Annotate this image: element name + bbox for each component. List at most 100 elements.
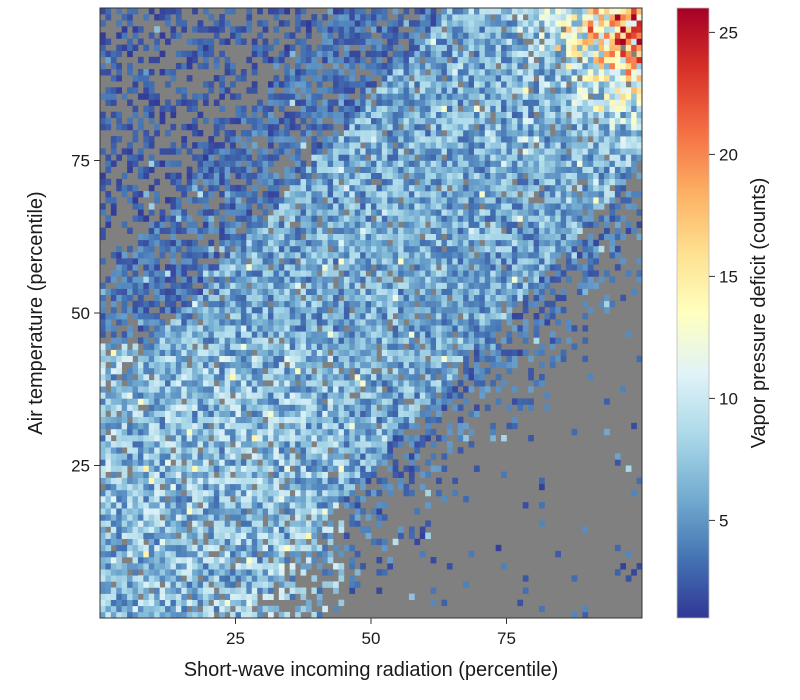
- heatmap-cell: [305, 56, 312, 64]
- heatmap-cell: [165, 306, 171, 314]
- heatmap-cell: [327, 557, 334, 564]
- heatmap-cell: [143, 441, 150, 448]
- heatmap-cell: [251, 123, 258, 131]
- heatmap-cell: [110, 306, 117, 314]
- heatmap-cell: [224, 441, 231, 448]
- heatmap-cell: [273, 386, 280, 393]
- heatmap-cell: [284, 557, 290, 564]
- heatmap-cell: [311, 93, 318, 100]
- heatmap-cell: [110, 416, 117, 424]
- heatmap-cell: [257, 349, 263, 356]
- heatmap-cell: [235, 611, 242, 619]
- heatmap-cell: [192, 252, 198, 259]
- heatmap-cell: [354, 26, 361, 33]
- heatmap-cell: [159, 544, 166, 552]
- heatmap-cell: [452, 209, 459, 216]
- heatmap-cell: [300, 81, 307, 88]
- heatmap-cell: [273, 459, 280, 466]
- heatmap-cell: [230, 416, 236, 424]
- heatmap-cell: [381, 337, 388, 344]
- heatmap-cell: [381, 270, 388, 277]
- heatmap-cell: [316, 191, 323, 198]
- heatmap-cell: [230, 62, 236, 70]
- heatmap-cell: [398, 105, 404, 112]
- heatmap-cell: [457, 38, 464, 45]
- heatmap-cell: [365, 313, 372, 320]
- heatmap-cell: [159, 447, 166, 454]
- heatmap-cell: [387, 386, 393, 393]
- heatmap-cell: [430, 313, 437, 320]
- heatmap-cell: [273, 258, 280, 265]
- heatmap-cell: [110, 361, 117, 369]
- heatmap-cell: [305, 245, 312, 253]
- heatmap-cell: [311, 611, 318, 619]
- heatmap-cell: [408, 154, 415, 161]
- heatmap-cell: [436, 343, 442, 350]
- heatmap-cell: [408, 44, 415, 51]
- heatmap-cell: [116, 483, 122, 491]
- heatmap-cell: [192, 117, 198, 125]
- heatmap-cell: [246, 386, 253, 393]
- heatmap-cell: [181, 331, 188, 338]
- heatmap-cell: [262, 197, 269, 204]
- heatmap-cell: [224, 319, 231, 326]
- heatmap-cell: [381, 288, 388, 295]
- heatmap-cell: [338, 203, 345, 210]
- heatmap-cell: [446, 32, 453, 39]
- heatmap-cell: [430, 26, 437, 33]
- heatmap-cell: [403, 367, 410, 375]
- heatmap-cell: [381, 166, 388, 173]
- heatmap-cell: [240, 172, 247, 180]
- heatmap-cell: [419, 270, 426, 277]
- heatmap-cell: [398, 355, 404, 363]
- heatmap-cell: [251, 319, 258, 326]
- heatmap-cell: [446, 288, 453, 295]
- heatmap-cell: [430, 349, 437, 356]
- heatmap-cell: [278, 398, 285, 405]
- heatmap-cell: [213, 514, 220, 521]
- heatmap-cell: [121, 123, 128, 131]
- heatmap-cell: [371, 14, 377, 21]
- heatmap-cell: [148, 233, 155, 241]
- heatmap-cell: [219, 374, 225, 381]
- heatmap-cell: [425, 245, 431, 253]
- heatmap-cell: [365, 465, 372, 472]
- heatmap-cell: [121, 416, 128, 424]
- heatmap-cell: [360, 99, 366, 106]
- heatmap-cell: [137, 300, 144, 308]
- heatmap-cell: [186, 252, 193, 259]
- heatmap-cell: [175, 203, 182, 210]
- heatmap-cell: [224, 56, 231, 64]
- heatmap-cell: [289, 93, 296, 100]
- heatmap-cell: [349, 105, 356, 112]
- heatmap-cell: [316, 26, 323, 33]
- heatmap-cell: [235, 111, 242, 119]
- heatmap-cell: [316, 380, 323, 387]
- heatmap-cell: [327, 331, 334, 338]
- heatmap-cell: [376, 69, 383, 76]
- heatmap-cell: [219, 227, 225, 234]
- heatmap-cell: [116, 459, 122, 466]
- heatmap-cell: [436, 93, 442, 100]
- heatmap-cell: [240, 569, 247, 576]
- heatmap-cell: [436, 410, 442, 417]
- heatmap-cell: [268, 191, 274, 198]
- heatmap-cell: [110, 374, 117, 381]
- heatmap-cell: [441, 197, 448, 204]
- heatmap-cell: [181, 99, 188, 106]
- heatmap-cell: [305, 62, 312, 70]
- heatmap-cell: [452, 282, 459, 289]
- heatmap-cell: [419, 435, 426, 442]
- heatmap-cell: [202, 221, 209, 228]
- heatmap-cell: [240, 343, 247, 350]
- heatmap-cell: [408, 593, 415, 600]
- heatmap-cell: [257, 508, 263, 515]
- heatmap-cell: [213, 184, 220, 192]
- heatmap-cell: [186, 514, 193, 521]
- heatmap-cell: [322, 14, 328, 21]
- heatmap-cell: [349, 276, 356, 283]
- heatmap-cell: [419, 117, 426, 125]
- heatmap-cell: [224, 154, 231, 161]
- heatmap-cell: [343, 148, 350, 155]
- heatmap-cell: [224, 392, 231, 399]
